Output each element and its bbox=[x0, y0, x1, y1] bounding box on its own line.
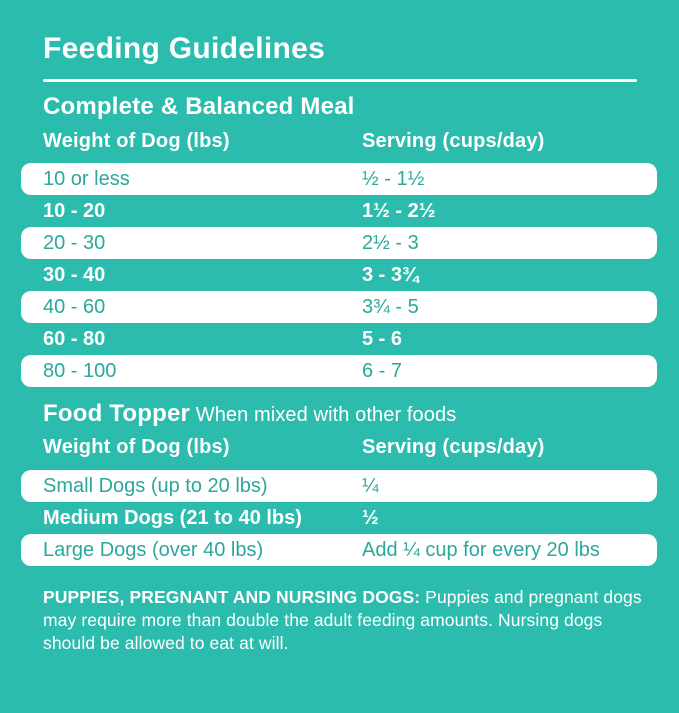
table-row: 40 - 60 3¾ - 5 bbox=[21, 291, 657, 323]
weight-cell: 80 - 100 bbox=[43, 360, 117, 382]
serving-cell: 6 - 7 bbox=[362, 360, 403, 382]
weight-cell: Large Dogs (over 40 lbs) bbox=[43, 539, 264, 561]
serving-cell: 1½ - 2½ bbox=[362, 200, 436, 222]
serving-cell: 3¾ - 5 bbox=[362, 296, 419, 318]
page-title: Feeding Guidelines bbox=[43, 32, 326, 65]
weight-cell: 60 - 80 bbox=[43, 328, 106, 350]
table-row: 60 - 80 5 - 6 bbox=[21, 323, 657, 355]
topper-table: Small Dogs (up to 20 lbs) ¼ Medium Dogs … bbox=[21, 470, 657, 566]
weight-cell: 10 - 20 bbox=[43, 200, 106, 222]
serving-cell: 3 - 3¾ bbox=[362, 264, 419, 286]
table-row: 30 - 40 3 - 3¾ bbox=[21, 259, 657, 291]
weight-cell: Small Dogs (up to 20 lbs) bbox=[43, 475, 268, 497]
weight-cell: Medium Dogs (21 to 40 lbs) bbox=[43, 507, 302, 529]
table-row: 10 or less ½ - 1½ bbox=[21, 163, 657, 195]
serving-cell: 2½ - 3 bbox=[362, 232, 419, 254]
meal-section-heading: Complete & Balanced Meal bbox=[43, 93, 355, 120]
serving-cell: ½ bbox=[362, 507, 379, 529]
meal-col-serving-header: Serving (cups/day) bbox=[362, 130, 545, 152]
table-row: 20 - 30 2½ - 3 bbox=[21, 227, 657, 259]
weight-cell: 10 or less bbox=[43, 168, 130, 190]
meal-col-weight-header: Weight of Dog (lbs) bbox=[43, 130, 230, 152]
serving-cell: 5 - 6 bbox=[362, 328, 403, 350]
table-row: Large Dogs (over 40 lbs) Add ¼ cup for e… bbox=[21, 534, 657, 566]
meal-column-headers: Weight of Dog (lbs) Serving (cups/day) bbox=[43, 131, 679, 151]
weight-cell: 40 - 60 bbox=[43, 296, 106, 318]
footnote-lead: PUPPIES, PREGNANT AND NURSING DOGS: bbox=[43, 587, 421, 607]
table-row: 10 - 20 1½ - 2½ bbox=[21, 195, 657, 227]
serving-cell: ¼ bbox=[362, 475, 379, 497]
table-row: Small Dogs (up to 20 lbs) ¼ bbox=[21, 470, 657, 502]
weight-cell: 20 - 30 bbox=[43, 232, 106, 254]
topper-section-heading: Food Topper When mixed with other foods bbox=[43, 402, 679, 426]
footnote-text: Puppies and pregnant dogs may require mo… bbox=[43, 587, 642, 653]
topper-col-weight-header: Weight of Dog (lbs) bbox=[43, 436, 230, 458]
feeding-guidelines-label: Feeding Guidelines Complete & Balanced M… bbox=[0, 34, 679, 713]
topper-heading-subtext: When mixed with other foods bbox=[190, 404, 457, 426]
serving-cell: ½ - 1½ bbox=[362, 168, 425, 190]
serving-cell: Add ¼ cup for every 20 lbs bbox=[362, 539, 600, 561]
title-underline bbox=[43, 79, 637, 82]
weight-cell: 30 - 40 bbox=[43, 264, 106, 286]
topper-column-headers: Weight of Dog (lbs) Serving (cups/day) bbox=[43, 437, 679, 457]
topper-col-serving-header: Serving (cups/day) bbox=[362, 436, 545, 458]
meal-table: 10 or less ½ - 1½ 10 - 20 1½ - 2½ 20 - 3… bbox=[21, 163, 657, 387]
puppies-footnote: PUPPIES, PREGNANT AND NURSING DOGS: Pupp… bbox=[43, 586, 649, 655]
table-row: 80 - 100 6 - 7 bbox=[21, 355, 657, 387]
table-row: Medium Dogs (21 to 40 lbs) ½ bbox=[21, 502, 657, 534]
topper-heading-bold: Food Topper bbox=[43, 400, 191, 427]
